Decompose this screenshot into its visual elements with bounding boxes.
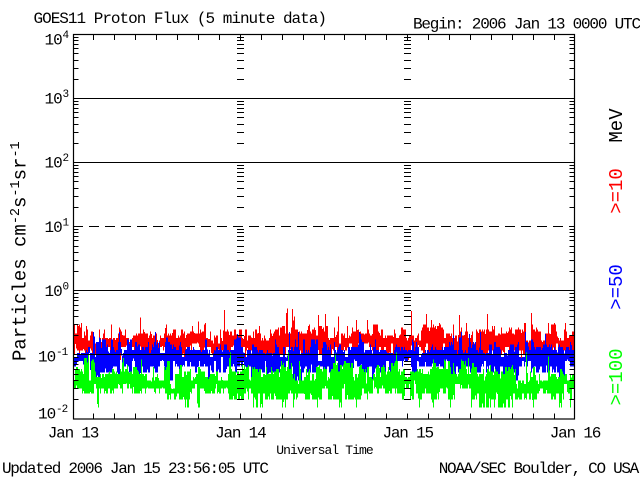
svg-text:GOES11 Proton Flux (5 minute d: GOES11 Proton Flux (5 minute data) [34, 10, 326, 28]
svg-text:Jan 14: Jan 14 [215, 425, 266, 443]
svg-text:4: 4 [63, 30, 70, 42]
svg-text:Jan 13: Jan 13 [48, 425, 99, 443]
svg-text:10: 10 [45, 155, 63, 173]
svg-text:>=50: >=50 [606, 264, 628, 310]
svg-text:10: 10 [45, 91, 63, 109]
svg-text:Jan 15: Jan 15 [382, 425, 433, 443]
svg-text:3: 3 [63, 89, 69, 101]
svg-text:1: 1 [63, 217, 70, 229]
svg-text:MeV: MeV [606, 108, 628, 143]
svg-text:10: 10 [45, 219, 63, 237]
svg-text:Particles cm-2s-1sr-1: Particles cm-2s-1sr-1 [9, 141, 32, 361]
svg-text:Begin: 2006 Jan 13 0000 UTC: Begin: 2006 Jan 13 0000 UTC [413, 16, 640, 34]
svg-text:>=10: >=10 [606, 168, 628, 214]
svg-text:2: 2 [63, 153, 69, 165]
svg-text:10: 10 [45, 283, 63, 301]
svg-text:NOAA/SEC Boulder, CO USA: NOAA/SEC Boulder, CO USA [439, 460, 640, 478]
svg-text:-1: -1 [56, 347, 69, 359]
svg-text:0: 0 [63, 281, 69, 293]
svg-text:Updated 2006 Jan 15 23:56:05 U: Updated 2006 Jan 15 23:56:05 UTC [2, 460, 268, 478]
svg-text:10: 10 [45, 32, 63, 50]
svg-text:Universal Time: Universal Time [276, 443, 373, 458]
svg-text:-2: -2 [56, 404, 68, 416]
svg-text:10: 10 [38, 406, 56, 424]
svg-text:10: 10 [38, 349, 56, 367]
svg-text:Jan 16: Jan 16 [550, 425, 601, 443]
svg-text:>=100: >=100 [606, 348, 628, 405]
